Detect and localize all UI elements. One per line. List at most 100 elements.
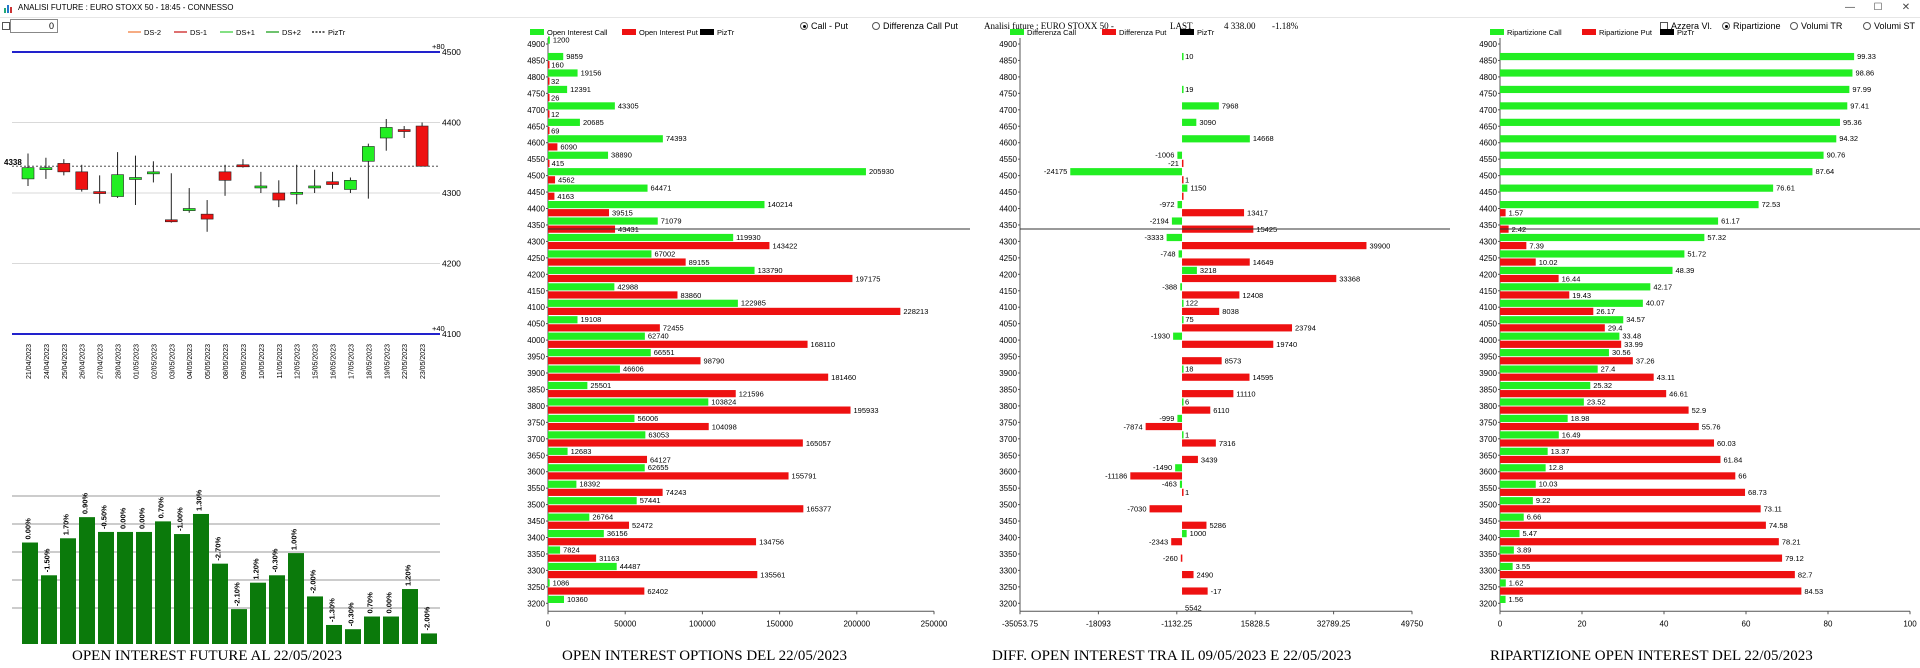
put-bar [1182, 258, 1250, 266]
call-bar [1182, 52, 1184, 61]
strike-label: 4850 [999, 56, 1017, 65]
strike-label: 3950 [999, 353, 1017, 362]
maximize-button[interactable]: ☐ [1873, 2, 1883, 13]
call-value-label: 14668 [1253, 134, 1274, 143]
put-value-label: 82.7 [1798, 570, 1813, 579]
strike-label: 4650 [999, 122, 1017, 131]
volume-bar [79, 517, 95, 644]
put-value-label: 72455 [663, 324, 684, 333]
minimize-button[interactable]: — [1845, 2, 1855, 13]
put-bar [548, 538, 757, 546]
candle-body [379, 127, 393, 139]
put-value-label: 64127 [650, 455, 671, 464]
candle-body [236, 164, 250, 168]
volume-bar [307, 596, 323, 644]
put-value-label: 168110 [811, 340, 835, 349]
call-bar [548, 102, 615, 110]
put-bar [548, 373, 829, 381]
put-bar [1182, 357, 1222, 365]
volume-bar [402, 589, 418, 644]
call-value-label: 12.8 [1549, 463, 1564, 472]
put-bar [1182, 340, 1274, 348]
put-value-label: 73.11 [1764, 505, 1782, 514]
strike-label: 4400 [999, 205, 1017, 214]
rip-panel-title: RIPARTIZIONE OPEN INTEREST DEL 22/05/202… [1490, 648, 1813, 664]
put-value-label: -7030 [1127, 505, 1146, 514]
put-value-label: 1 [1185, 176, 1189, 185]
put-value-label: 1 [1185, 488, 1189, 497]
put-bar [1182, 390, 1234, 398]
radio-diff-call-put[interactable]: Differenza Call Put [872, 21, 958, 31]
volume-bar [98, 531, 114, 644]
call-bar [1500, 283, 1651, 291]
call-bar [548, 168, 866, 176]
put-bar [548, 521, 630, 529]
close-button[interactable]: ✕ [1901, 2, 1911, 13]
call-bar [1500, 562, 1513, 571]
put-value-label: 104098 [712, 422, 737, 431]
put-bar [1500, 488, 1746, 496]
radio-call-put-dot[interactable] [800, 22, 808, 30]
radio-volumi-st[interactable]: Volumi ST [1863, 21, 1915, 31]
put-bar [1182, 242, 1367, 250]
strike-label: 3450 [527, 517, 545, 526]
call-bar [1182, 431, 1184, 439]
radio-volumi-st-dot[interactable] [1863, 22, 1871, 30]
put-bar [1500, 439, 1715, 447]
call-bar [1182, 266, 1197, 274]
put-value-label: -21 [1168, 159, 1179, 168]
strike-label: 4450 [1479, 188, 1497, 197]
radio-ripartizione[interactable]: Ripartizione [1722, 21, 1781, 31]
radio-volumi-tr-dot[interactable] [1790, 22, 1798, 30]
volume-bar [212, 563, 228, 644]
call-value-label: 7968 [1222, 101, 1239, 110]
call-bar [548, 85, 568, 94]
future-checkbox[interactable] [2, 22, 10, 30]
candle-body [75, 171, 89, 190]
call-value-label: 140214 [767, 200, 792, 209]
put-value-label: 60.03 [1717, 439, 1736, 448]
future-panel-title: OPEN INTEREST FUTURE AL 22/05/2023 [72, 648, 343, 664]
call-bar [548, 497, 637, 505]
legend-label-3: DS+2 [282, 28, 301, 37]
radio-diff-call-put-dot[interactable] [872, 22, 880, 30]
radio-call-put[interactable]: Call - Put [800, 21, 848, 31]
call-value-label: 63053 [648, 430, 669, 439]
put-value-label: 26.17 [1596, 307, 1615, 316]
call-bar [1182, 135, 1250, 143]
put-value-label: -2343 [1149, 538, 1168, 547]
legend-label-1: Open Interest Put [639, 28, 699, 37]
volume-pct-label: 0.90% [81, 493, 90, 515]
radio-volumi-tr[interactable]: Volumi TR [1790, 21, 1842, 31]
call-bar [1500, 151, 1824, 159]
radio-ripartizione-dot[interactable] [1722, 22, 1730, 30]
strike-label: 4750 [527, 89, 545, 98]
call-value-label: 51.72 [1687, 249, 1706, 258]
volume-pct-label: 0.00% [24, 518, 33, 540]
call-value-label: 1200 [553, 36, 570, 45]
strike-label: 4800 [999, 73, 1017, 82]
call-bar [548, 349, 651, 357]
put-bar [1182, 571, 1194, 579]
volume-bar [136, 531, 152, 644]
call-bar [1500, 233, 1705, 242]
call-value-label: 44487 [620, 562, 641, 571]
call-value-label: -388 [1162, 282, 1177, 291]
legend-label-0: Differenza Call [1027, 28, 1076, 37]
put-value-label: 74243 [666, 488, 687, 497]
call-value-label: 13.37 [1551, 447, 1570, 456]
put-value-label: 165057 [806, 439, 831, 448]
call-bar [1166, 233, 1183, 242]
put-bar [548, 93, 550, 102]
price-axis-label: 4300 [442, 188, 461, 198]
put-value-label: 84.53 [1804, 587, 1823, 596]
put-bar [1500, 274, 1559, 283]
put-bar [548, 307, 901, 315]
future-spin-input[interactable]: 0 [10, 19, 58, 33]
call-value-label: 64471 [651, 184, 672, 193]
put-bar [548, 571, 758, 579]
call-bar [548, 464, 645, 472]
candle-body [308, 185, 321, 189]
put-bar [548, 587, 645, 595]
put-value-label: 19740 [1276, 340, 1297, 349]
